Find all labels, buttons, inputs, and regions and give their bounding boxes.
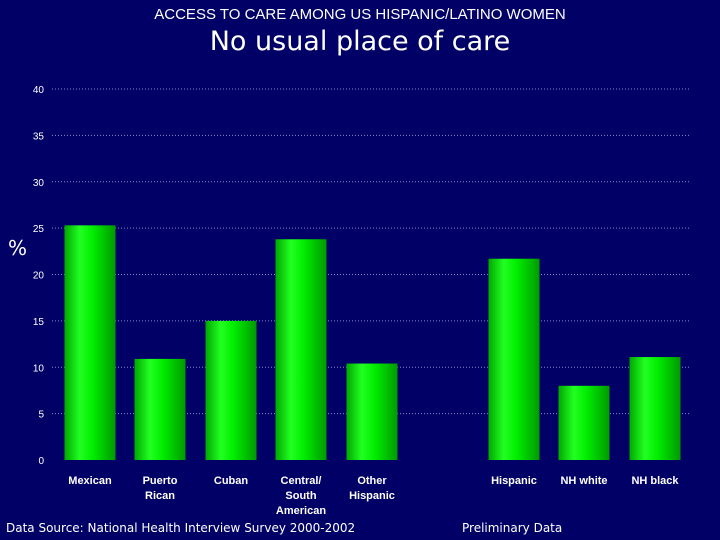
x-category-label: NH white xyxy=(560,475,607,487)
bar xyxy=(134,358,186,460)
bar xyxy=(629,357,681,460)
data-source-note: Data Source: National Health Interview S… xyxy=(6,521,356,535)
y-tick-label: 30 xyxy=(33,178,45,189)
bar xyxy=(488,258,540,460)
x-category-label: Central/South American xyxy=(276,475,326,517)
y-tick-label: 15 xyxy=(33,317,45,328)
x-category-label: Puerto Rican xyxy=(143,475,178,502)
bar xyxy=(346,363,398,460)
chart-supertitle: ACCESS TO CARE AMONG US HISPANIC/LATINO … xyxy=(154,6,566,23)
y-axis-label: % xyxy=(8,236,28,260)
y-tick-label: 0 xyxy=(38,456,44,467)
x-category-label: NH black xyxy=(631,475,679,487)
preliminary-note: Preliminary Data xyxy=(462,521,563,535)
y-tick-label: 10 xyxy=(33,363,45,374)
x-category-label: Mexican xyxy=(68,475,112,487)
bar xyxy=(64,225,116,460)
bar xyxy=(275,239,327,460)
y-tick-label: 25 xyxy=(33,224,45,235)
x-category-label: Other Hispanic xyxy=(349,475,395,502)
x-category-label: Cuban xyxy=(214,475,249,487)
y-tick-label: 5 xyxy=(38,410,44,421)
bar xyxy=(205,320,257,460)
chart-title: No usual place of care xyxy=(209,26,511,57)
bar xyxy=(558,385,610,460)
y-tick-label: 35 xyxy=(33,131,45,142)
x-category-label: Hispanic xyxy=(491,475,537,487)
y-tick-label: 20 xyxy=(33,271,45,282)
y-tick-label: 40 xyxy=(33,85,45,96)
